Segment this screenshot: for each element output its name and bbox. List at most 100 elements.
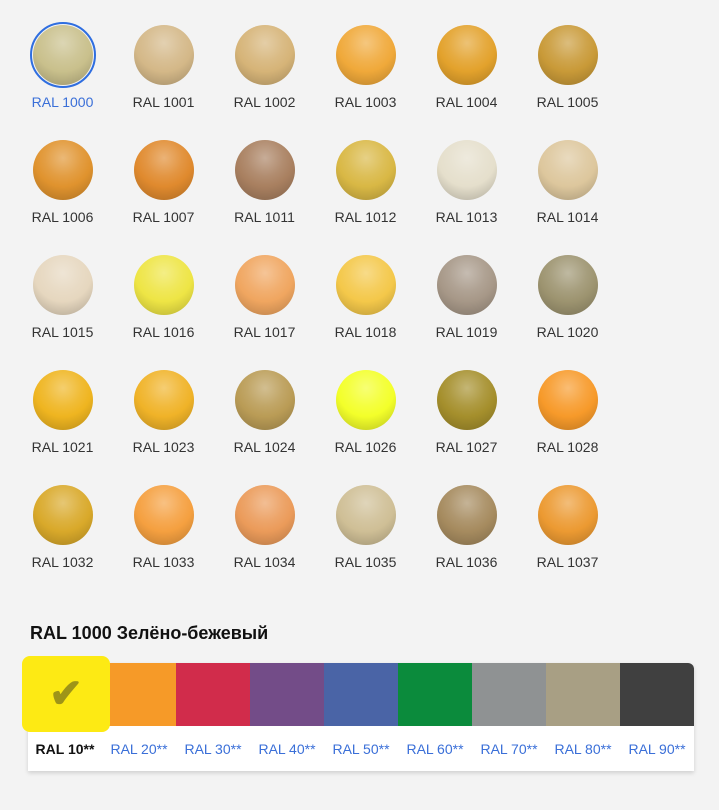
color-swatch[interactable]: RAL 1032 [12,482,113,597]
color-swatch[interactable]: RAL 1011 [214,137,315,252]
color-label: RAL 1032 [31,554,94,570]
color-sphere [436,140,497,200]
group-label: RAL 60** [406,740,464,757]
color-swatch[interactable]: RAL 1020 [517,252,618,367]
color-label: RAL 1035 [334,554,397,570]
color-sphere [234,255,295,315]
selection-ring [30,252,96,318]
group-swatch [398,663,472,726]
color-sphere [133,370,194,430]
color-swatch[interactable]: RAL 1002 [214,22,315,137]
selection-ring [131,482,197,548]
color-group-tab[interactable]: RAL 80** [546,663,620,771]
color-swatch[interactable]: RAL 1023 [113,367,214,482]
color-sphere [537,255,598,315]
color-sphere [537,485,598,545]
selection-ring [232,252,298,318]
color-sphere [537,140,598,200]
color-label: RAL 1002 [233,94,296,110]
color-swatch[interactable]: RAL 1014 [517,137,618,252]
color-sphere [335,485,396,545]
color-sphere [436,370,497,430]
selection-ring [232,482,298,548]
selection-ring [434,22,500,88]
selection-ring [333,252,399,318]
color-swatch[interactable]: RAL 1016 [113,252,214,367]
group-label: RAL 10** [35,740,95,757]
color-swatch[interactable]: RAL 1012 [315,137,416,252]
group-label: RAL 80** [554,740,612,757]
group-label: RAL 20** [110,740,168,757]
color-swatch[interactable]: RAL 1033 [113,482,214,597]
color-label: RAL 1037 [536,554,599,570]
selection-ring [333,22,399,88]
color-group-tab[interactable]: RAL 90** [620,663,694,771]
color-label: RAL 1034 [233,554,296,570]
color-swatch[interactable]: RAL 1021 [12,367,113,482]
color-swatch[interactable]: RAL 1027 [416,367,517,482]
selection-ring [434,137,500,203]
color-label: RAL 1027 [435,439,498,455]
color-label: RAL 1028 [536,439,599,455]
color-sphere [436,25,497,85]
color-label: RAL 1020 [536,324,599,340]
color-swatch[interactable]: RAL 1013 [416,137,517,252]
color-group-tab[interactable]: RAL 60** [398,663,472,771]
group-label: RAL 50** [332,740,390,757]
color-swatch[interactable]: RAL 1035 [315,482,416,597]
color-sphere [32,370,93,430]
group-swatch [176,663,250,726]
color-swatch[interactable]: RAL 1005 [517,22,618,137]
color-swatch[interactable]: RAL 1001 [113,22,214,137]
color-sphere [335,255,396,315]
color-group-tab[interactable]: ✔ RAL 10** [22,656,110,771]
color-swatch[interactable]: RAL 1026 [315,367,416,482]
selection-ring [535,252,601,318]
color-label: RAL 1021 [31,439,94,455]
color-group-tab[interactable]: RAL 50** [324,663,398,771]
color-group-tab[interactable]: RAL 40** [250,663,324,771]
color-sphere [234,25,295,85]
color-swatch[interactable]: RAL 1006 [12,137,113,252]
color-swatch[interactable]: RAL 1017 [214,252,315,367]
check-icon: ✔ [49,672,83,716]
color-label: RAL 1033 [132,554,195,570]
color-sphere [537,25,598,85]
color-swatch[interactable]: RAL 1037 [517,482,618,597]
color-swatch[interactable]: RAL 1004 [416,22,517,137]
color-swatch[interactable]: RAL 1000 [12,22,113,137]
color-group-tab[interactable]: RAL 30** [176,663,250,771]
selected-color-title: RAL 1000 Зелёно-бежевый [30,623,269,643]
color-sphere [133,485,194,545]
color-swatch[interactable]: RAL 1007 [113,137,214,252]
selection-ring [434,482,500,548]
group-swatch [102,663,176,726]
color-swatch[interactable]: RAL 1024 [214,367,315,482]
color-sphere [32,485,93,545]
color-swatch[interactable]: RAL 1015 [12,252,113,367]
color-swatch[interactable]: RAL 1018 [315,252,416,367]
color-label: RAL 1024 [233,439,296,455]
color-swatch[interactable]: RAL 1003 [315,22,416,137]
selection-ring [131,22,197,88]
color-label: RAL 1001 [132,94,195,110]
color-label: RAL 1003 [334,94,397,110]
color-swatch[interactable]: RAL 1034 [214,482,315,597]
color-label: RAL 1004 [435,94,498,110]
color-sphere [234,370,295,430]
selection-ring [535,367,601,433]
selection-ring [29,22,96,88]
selection-ring [434,367,500,433]
color-group-tab[interactable]: RAL 70** [472,663,546,771]
color-swatch[interactable]: RAL 1019 [416,252,517,367]
group-swatch [546,663,620,726]
color-swatch[interactable]: RAL 1036 [416,482,517,597]
selection-ring [30,482,96,548]
color-grid: RAL 1000 RAL 1001 RAL 1002 RAL 1003 RAL 1004… [12,22,618,597]
color-label: RAL 1017 [233,324,296,340]
color-swatch[interactable]: RAL 1028 [517,367,618,482]
selection-ring [535,137,601,203]
group-label: RAL 90** [628,740,686,757]
selection-ring [232,137,298,203]
color-group-tab[interactable]: RAL 20** [102,663,176,771]
